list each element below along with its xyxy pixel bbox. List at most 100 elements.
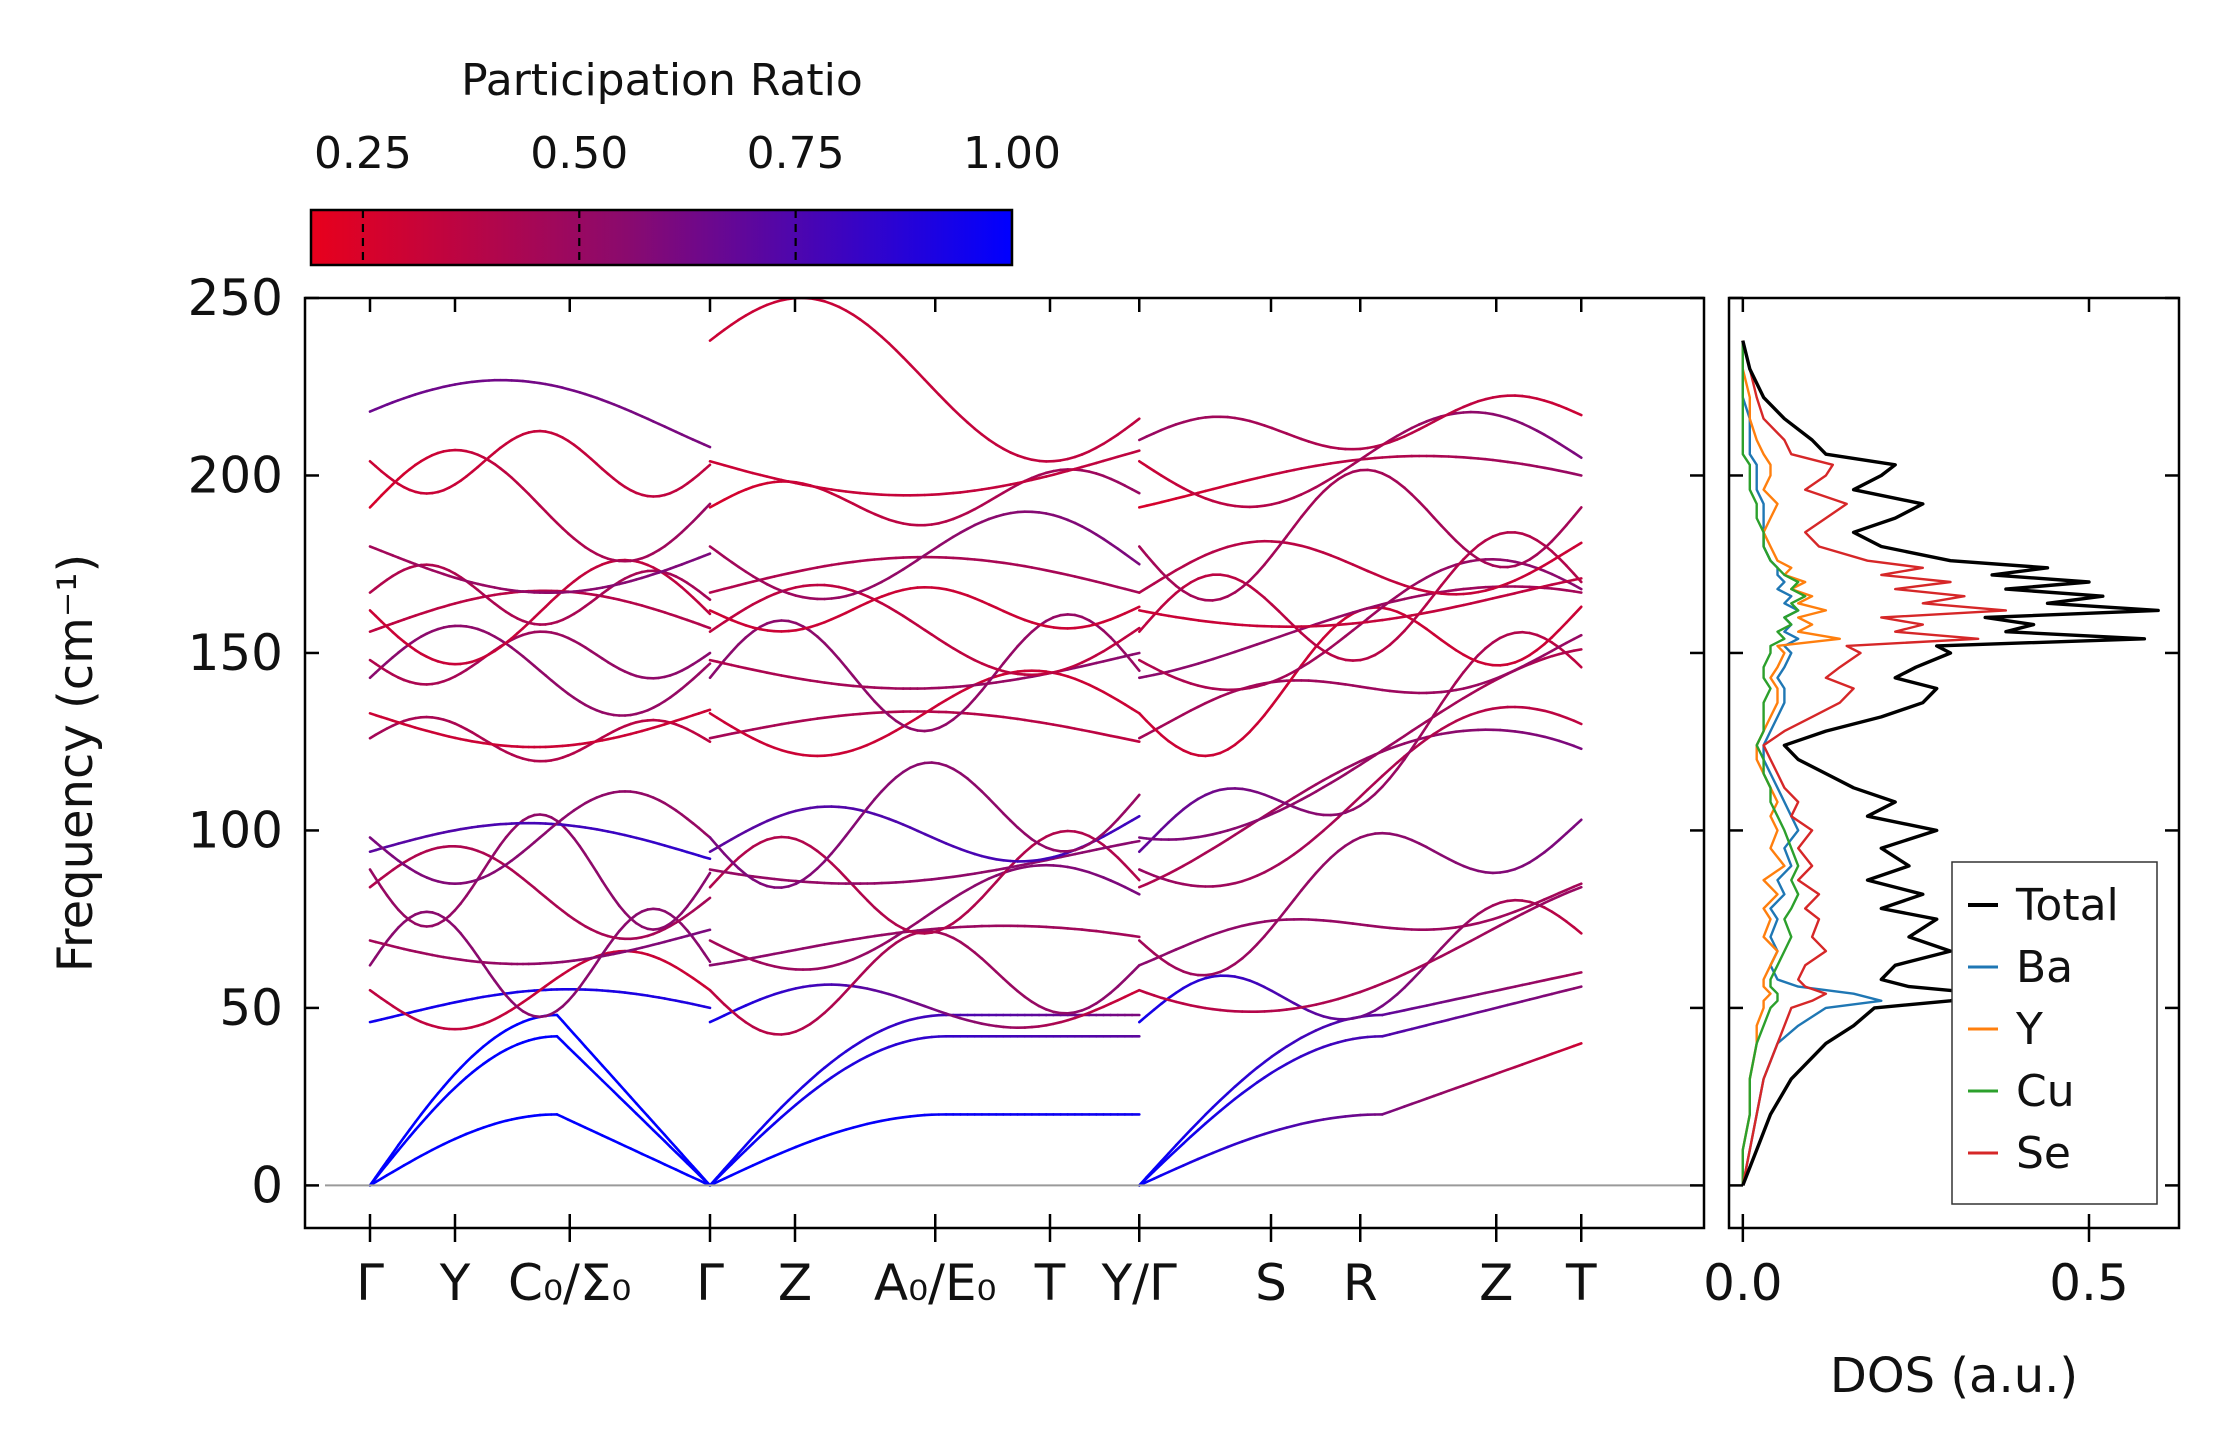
band-curve-segment [744, 603, 755, 610]
band-curve-segment [808, 629, 819, 638]
band-curve-segment [663, 1139, 672, 1149]
band-curve-segment [1557, 556, 1568, 568]
band-curve-segment [730, 1155, 740, 1166]
band-curve-segment [1160, 1155, 1170, 1166]
band-curve-segment [1351, 623, 1362, 632]
band-curve-segment [873, 736, 884, 744]
band-curve-segment [651, 1128, 661, 1137]
band-curve-segment [1167, 673, 1178, 680]
band-curve-segment [937, 722, 948, 730]
band-curve-segment [691, 514, 701, 523]
band-curve-segment [487, 851, 497, 863]
k-point-label: R [1343, 1254, 1378, 1312]
band-curve-segment [1219, 838, 1229, 846]
band-curve-segment [973, 520, 984, 527]
band-curve-segment [425, 1109, 434, 1119]
band-curve-segment [629, 1106, 638, 1115]
band-curve-segment [722, 863, 733, 874]
band-curve-segment [830, 861, 841, 872]
band-curve-segment [1314, 1012, 1325, 1018]
band-curve-segment [583, 853, 593, 865]
band-curve-segment [830, 1071, 841, 1079]
band-curve-segment [1095, 623, 1105, 633]
colorbar-ticks: 0.25 0.50 0.75 1.00 [314, 128, 1061, 265]
band-curve-segment [1417, 602, 1428, 615]
band-curve-segment [1366, 448, 1377, 456]
band-curve-segment [1528, 553, 1539, 561]
band-curve-segment [916, 370, 926, 381]
band-curve-segment [1432, 727, 1443, 736]
band-curve-segment [1403, 978, 1414, 989]
band-curve-segment [780, 1098, 791, 1109]
band-curve-segment [1196, 1154, 1207, 1161]
band-curve-segment [1016, 826, 1027, 836]
band-curve-segment [1565, 825, 1576, 835]
band-curve-segment [1528, 648, 1539, 657]
band-curve-segment [930, 906, 941, 914]
band-curve-segment [1491, 901, 1502, 907]
band-curve-segment [1277, 1062, 1288, 1070]
band-curve-segment [780, 1109, 791, 1119]
band-curve-segment [1373, 774, 1384, 785]
band-curve-segment [901, 933, 912, 940]
band-curve-segment [1351, 836, 1362, 843]
band-curve-segment [722, 1159, 733, 1171]
band-curve-segment [765, 1122, 776, 1132]
band-curve-segment [1037, 1004, 1048, 1011]
band-curve-segment [1130, 557, 1141, 566]
band-curve-segment [1454, 558, 1465, 569]
band-curve-segment [1233, 1140, 1244, 1146]
band-curve-segment [1395, 972, 1406, 979]
band-curve-segment [1174, 864, 1185, 872]
band-curve-segment [1359, 758, 1369, 767]
band-curve-segment [1204, 933, 1215, 939]
band-curve-segment [1300, 506, 1310, 519]
band-curve-segment [937, 698, 948, 706]
band-curve-segment [1277, 684, 1288, 698]
band-curve-segment [1255, 790, 1266, 797]
band-curve-segment [1211, 695, 1222, 702]
band-curve-segment [1557, 641, 1568, 649]
band-curve-segment [442, 1091, 451, 1101]
band-curve-segment [1572, 583, 1583, 591]
band-curve-segment [1535, 633, 1546, 640]
band-curve-segment [1001, 812, 1012, 822]
band-curve-segment [1300, 631, 1310, 641]
band-curve-segment [1498, 1068, 1509, 1074]
band-curve-segment [1123, 801, 1134, 813]
band-curve-segment [1009, 819, 1019, 829]
band-curve-segment [1109, 879, 1120, 886]
band-curve-segment [1454, 671, 1465, 684]
band-curve-segment [1277, 632, 1288, 639]
band-curve-segment [744, 1136, 755, 1147]
band-curve-segment [1314, 651, 1325, 660]
band-curve-segment [1174, 744, 1185, 752]
band-curve-segment [1447, 857, 1458, 865]
band-curve-segment [1329, 777, 1340, 785]
band-curve-segment [1167, 568, 1178, 577]
band-curve-segment [1484, 1073, 1495, 1079]
band-curve-segment [419, 1115, 429, 1125]
band-curve-segment [527, 492, 536, 502]
band-curve-segment [481, 963, 491, 975]
band-curve-segment [1182, 589, 1193, 597]
band-curve-segment [617, 923, 627, 933]
band-curve-segment [1292, 791, 1303, 799]
band-curve-segment [595, 1057, 604, 1067]
band-curve-segment [1073, 521, 1084, 528]
band-curve-segment [1513, 907, 1524, 913]
band-curve-segment [844, 665, 855, 678]
legend-box [1951, 861, 2158, 1205]
band-curve-segment [1285, 997, 1296, 1005]
band-curve-segment [880, 1025, 891, 1032]
band-curve-segment [1572, 658, 1583, 669]
band-curve-segment [1543, 898, 1554, 905]
band-curve-segment [1182, 941, 1193, 948]
band-curve-segment [923, 832, 934, 839]
band-curve-segment [572, 837, 582, 848]
band-curve-segment [894, 937, 905, 945]
band-curve-segment [1030, 624, 1041, 634]
band-curve-segment [887, 605, 898, 613]
band-curve-segment [1255, 1076, 1266, 1084]
band-curve-segment [453, 925, 463, 935]
